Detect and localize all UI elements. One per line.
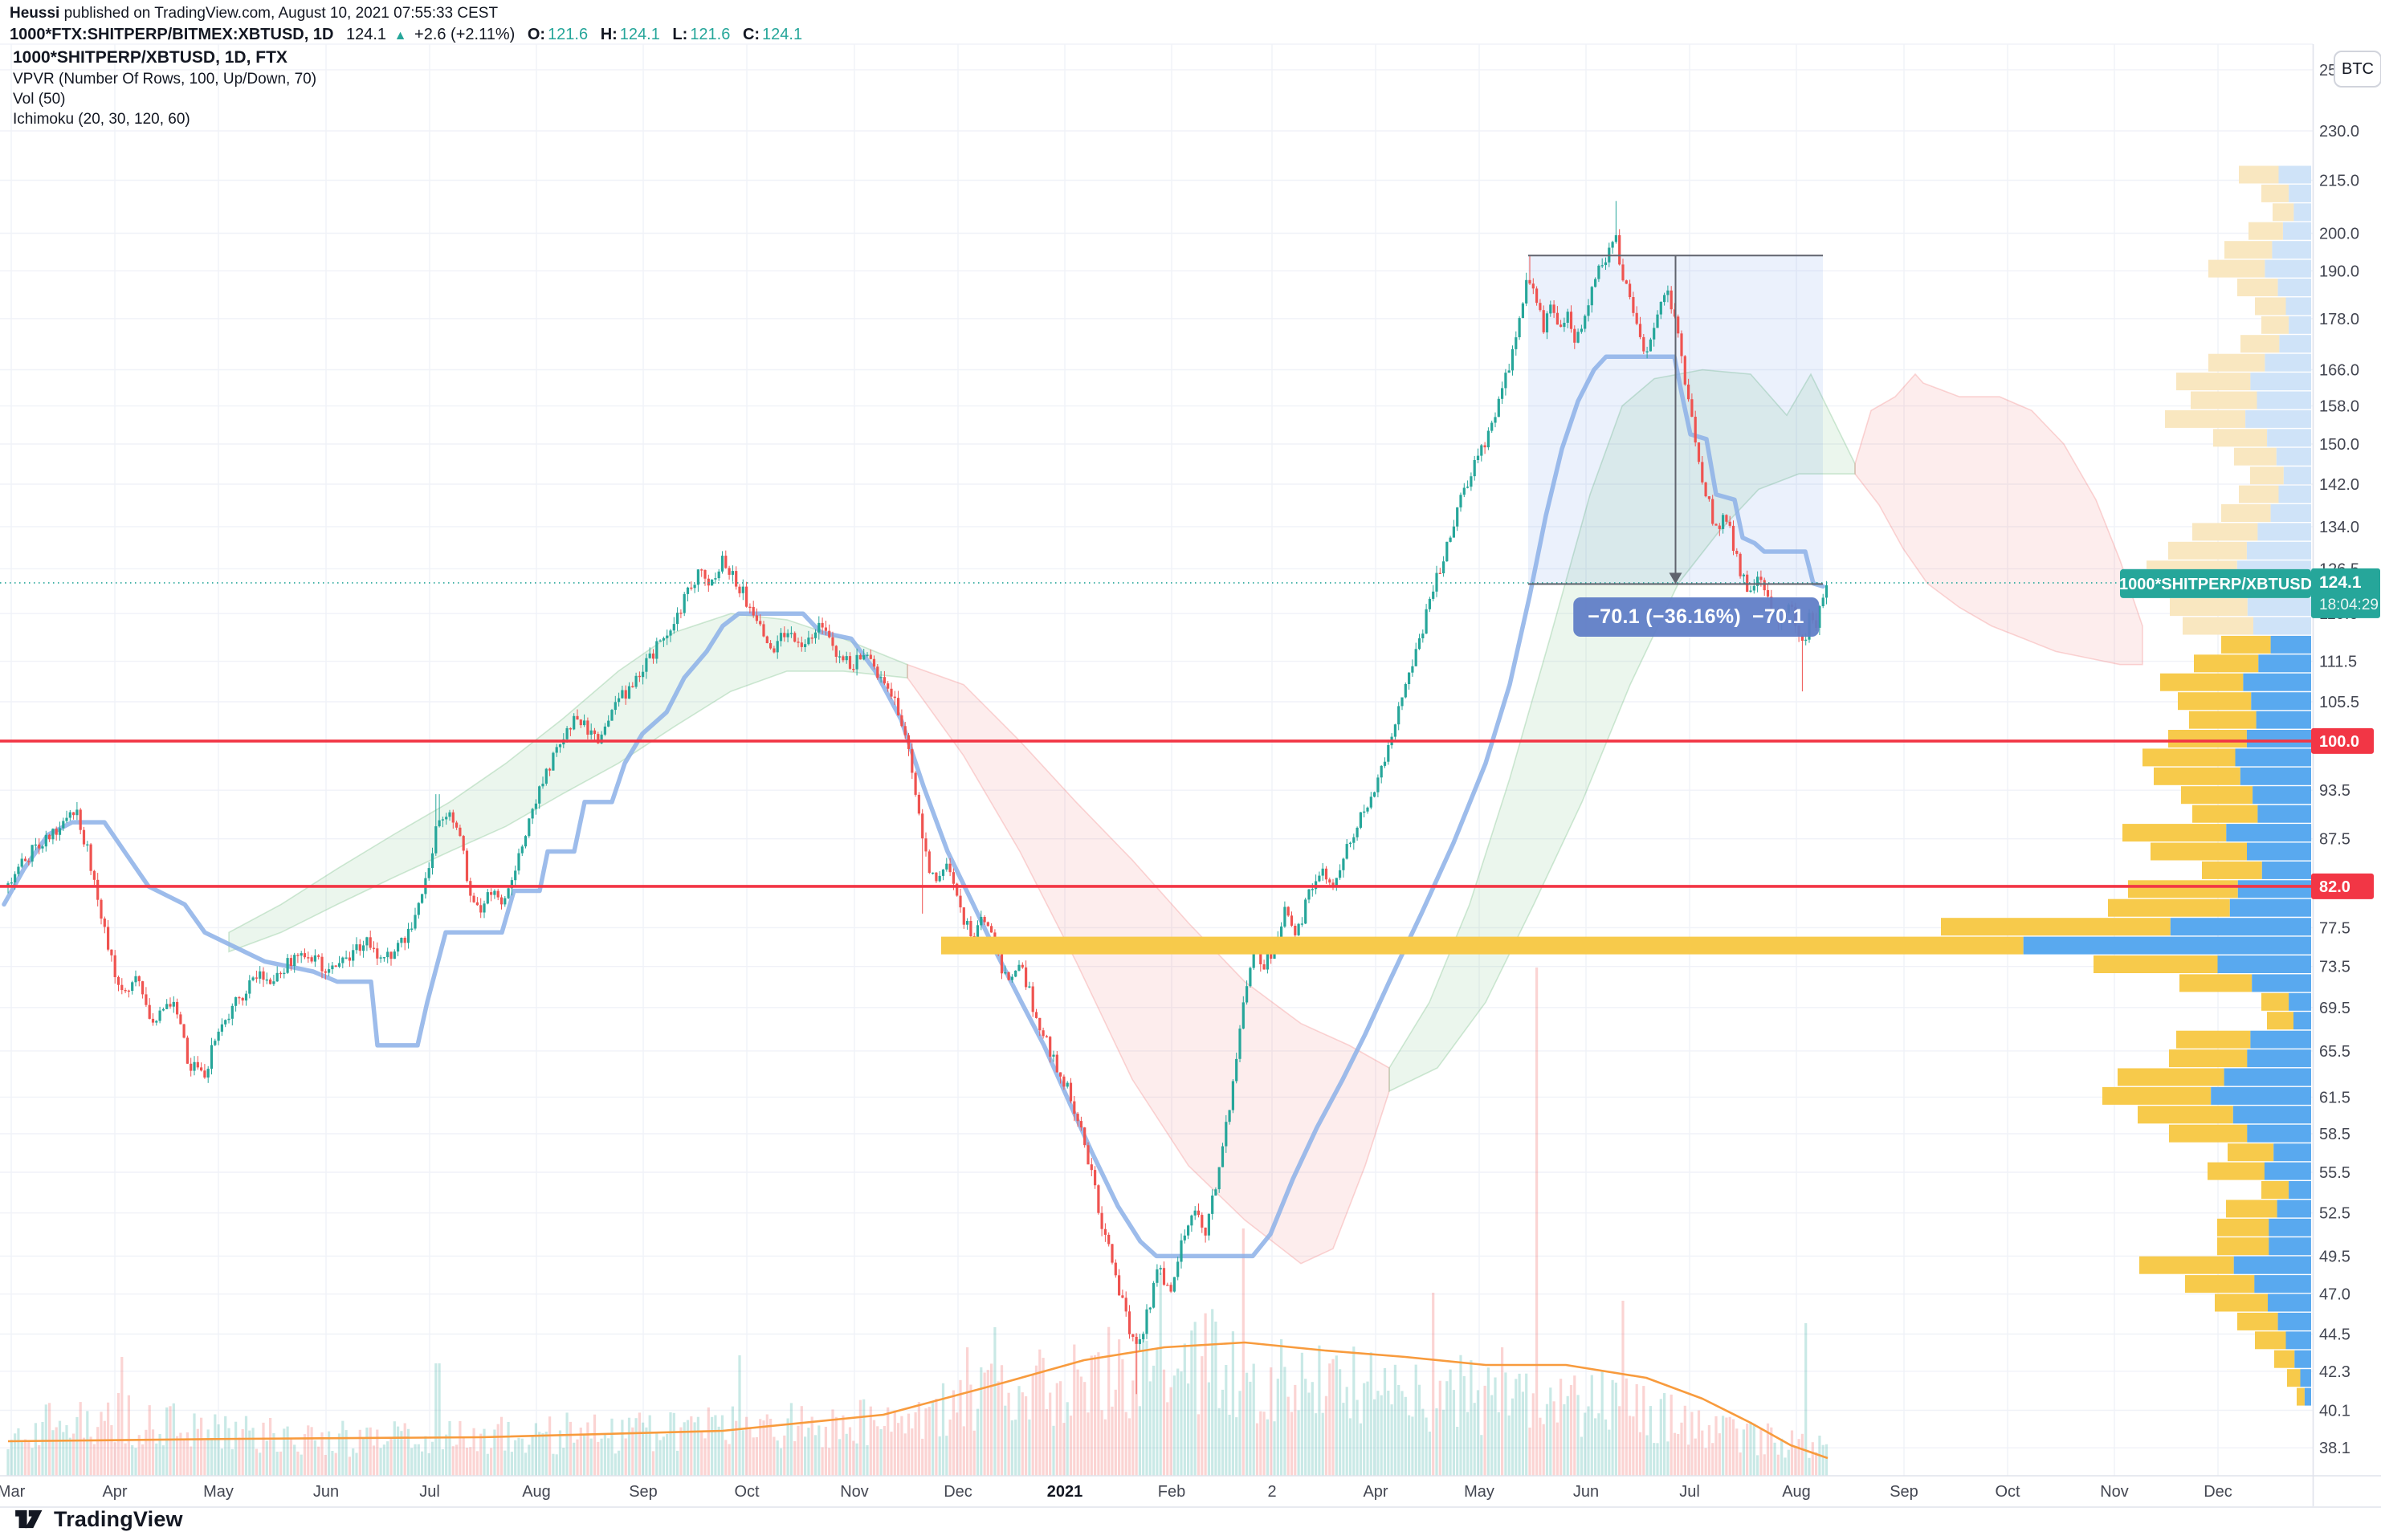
volume-series (6, 968, 1829, 1476)
currency-toggle-button[interactable]: BTC (2334, 51, 2381, 88)
svg-text:49.5: 49.5 (2319, 1248, 2350, 1265)
measure-value: −70.1 (−36.16%) (1588, 605, 1741, 628)
axis-borders (0, 44, 2381, 1508)
svg-text:Apr: Apr (102, 1483, 127, 1501)
ichimoku-cloud (228, 369, 2143, 1265)
publish-byline: Heussi published on TradingView.com, Aug… (10, 4, 802, 23)
svg-text:18:04:29: 18:04:29 (2319, 597, 2379, 613)
svg-text:1000*SHITPERP/XBTUSD: 1000*SHITPERP/XBTUSD (2119, 576, 2312, 593)
svg-text:38.1: 38.1 (2319, 1440, 2350, 1457)
svg-text:190.0: 190.0 (2319, 263, 2359, 280)
svg-text:2: 2 (1267, 1483, 1276, 1501)
svg-text:May: May (1464, 1483, 1494, 1501)
high-value: 124.1 (619, 26, 660, 43)
close-value: 124.1 (762, 26, 803, 43)
svg-text:82.0: 82.0 (2319, 878, 2350, 896)
svg-text:73.5: 73.5 (2319, 959, 2350, 976)
svg-text:Jul: Jul (1679, 1483, 1700, 1501)
svg-text:100.0: 100.0 (2319, 733, 2359, 751)
up-arrow-icon: ▲ (393, 29, 407, 43)
svg-text:215.0: 215.0 (2319, 173, 2359, 190)
svg-text:Jul: Jul (419, 1483, 440, 1501)
publish-header: Heussi published on TradingView.com, Aug… (10, 4, 802, 46)
svg-text:200.0: 200.0 (2319, 226, 2359, 243)
svg-text:Nov: Nov (840, 1483, 869, 1501)
svg-text:Mar: Mar (0, 1483, 26, 1501)
svg-text:93.5: 93.5 (2319, 782, 2350, 800)
brand-name: TradingView (54, 1506, 183, 1531)
legend-symbol-title[interactable]: 1000*SHITPERP/XBTUSD, 1D, FTX (13, 48, 287, 67)
volume-ma-line (7, 1341, 1829, 1460)
high-label: H: (600, 26, 618, 43)
svg-text:Dec: Dec (2204, 1483, 2232, 1501)
last-price-pill: 1000*SHITPERP/XBTUSD 124.1 18:04:29 (2119, 568, 2380, 618)
measure-tool[interactable] (1528, 255, 1823, 585)
svg-text:Jun: Jun (1573, 1483, 1599, 1501)
svg-text:150.0: 150.0 (2319, 436, 2359, 454)
last-price: 124.1 (345, 26, 387, 43)
svg-text:Nov: Nov (2100, 1483, 2129, 1501)
svg-text:Apr: Apr (1363, 1483, 1388, 1501)
svg-text:Oct: Oct (734, 1483, 760, 1501)
author-name: Heussi (10, 5, 60, 22)
svg-text:111.5: 111.5 (2319, 654, 2357, 671)
symbol-ohlc-row: 1000*FTX:SHITPERP/BITMEX:XBTUSD, 1D 124.… (10, 25, 802, 46)
svg-text:Sep: Sep (629, 1483, 658, 1501)
svg-text:142.0: 142.0 (2319, 476, 2359, 494)
svg-text:134.0: 134.0 (2319, 519, 2359, 536)
svg-text:44.5: 44.5 (2319, 1326, 2350, 1344)
low-value: 121.6 (690, 26, 731, 43)
svg-text:55.5: 55.5 (2319, 1164, 2350, 1182)
legend-vpvr[interactable]: VPVR (Number Of Rows, 100, Up/Down, 70) (13, 71, 317, 88)
price-axis[interactable]: 250.0230.0215.0200.0190.0178.0166.0158.0… (2119, 62, 2380, 1457)
svg-text:124.1: 124.1 (2319, 573, 2362, 592)
svg-text:65.5: 65.5 (2319, 1043, 2350, 1061)
grid (0, 43, 2313, 1476)
svg-text:69.5: 69.5 (2319, 1000, 2350, 1017)
svg-text:Jun: Jun (313, 1483, 339, 1501)
kijun-line (2, 354, 1825, 1259)
svg-text:166.0: 166.0 (2319, 362, 2359, 380)
time-axis[interactable]: Mar Apr May Jun Jul Aug Sep Oct Nov Dec 2021 Feb 2 Ap… (0, 1483, 2232, 1501)
svg-text:87.5: 87.5 (2319, 831, 2350, 849)
svg-text:2021: 2021 (1047, 1483, 1083, 1501)
svg-text:52.5: 52.5 (2319, 1205, 2350, 1223)
svg-text:Dec: Dec (944, 1483, 972, 1501)
publish-info: published on TradingView.com, August 10,… (59, 5, 499, 22)
svg-text:Oct: Oct (1995, 1483, 2020, 1501)
svg-text:58.5: 58.5 (2319, 1126, 2350, 1143)
legend-ichimoku[interactable]: Ichimoku (20, 30, 120, 60) (13, 111, 190, 128)
symbol-title: 1000*FTX:SHITPERP/BITMEX:XBTUSD, 1D (10, 26, 334, 43)
svg-text:May: May (203, 1483, 234, 1501)
svg-text:Sep: Sep (1890, 1483, 1918, 1501)
svg-text:Feb: Feb (1158, 1483, 1185, 1501)
svg-text:40.1: 40.1 (2319, 1403, 2350, 1420)
open-value: 121.6 (548, 26, 589, 43)
indicator-legend: 1000*SHITPERP/XBTUSD, 1D, FTX VPVR (Numb… (13, 47, 316, 129)
measure-tool-label[interactable]: −70.1 (−36.16%) −70.1 (1573, 597, 1819, 637)
svg-text:Aug: Aug (1782, 1483, 1811, 1501)
close-label: C: (742, 26, 760, 43)
svg-text:230.0: 230.0 (2319, 123, 2359, 141)
svg-text:Aug: Aug (522, 1483, 551, 1501)
svg-text:105.5: 105.5 (2319, 694, 2359, 711)
candlestick-series (6, 201, 1829, 1395)
low-label: L: (672, 26, 688, 43)
svg-text:47.0: 47.0 (2319, 1286, 2350, 1304)
svg-text:178.0: 178.0 (2319, 311, 2359, 328)
measure-value-2: −70.1 (1751, 605, 1804, 628)
tradingview-logo-icon (15, 1509, 43, 1529)
price-change: +2.6 (+2.11%) (414, 26, 516, 43)
tradingview-brand[interactable]: TradingView (14, 1506, 183, 1532)
legend-volume[interactable]: Vol (50) (13, 91, 66, 108)
svg-text:158.0: 158.0 (2319, 398, 2359, 416)
vpvr-profile (941, 165, 2312, 1406)
svg-text:61.5: 61.5 (2319, 1089, 2350, 1106)
open-label: O: (527, 26, 546, 43)
svg-text:42.3: 42.3 (2319, 1363, 2350, 1381)
svg-text:77.5: 77.5 (2319, 919, 2350, 937)
